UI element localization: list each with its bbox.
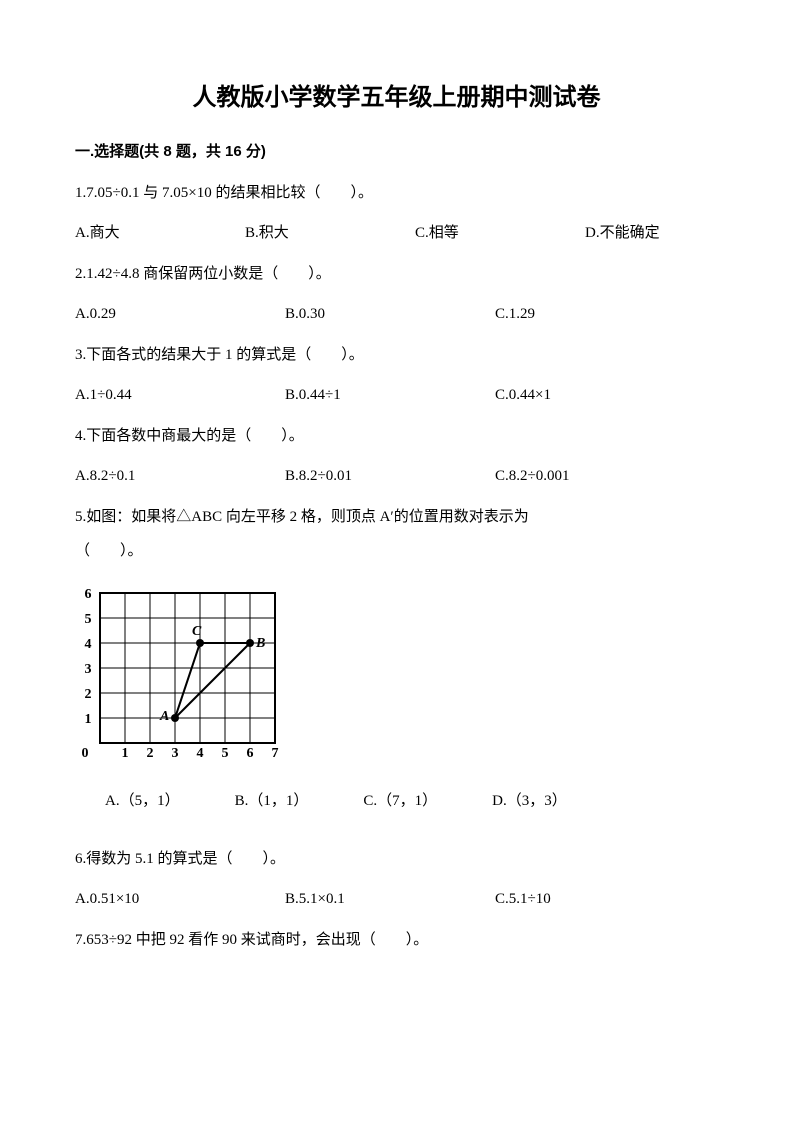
grid-svg: 0 1 2 3 4 5 6 7 1 2 3 4 5 6 A B C bbox=[75, 583, 285, 758]
question-5-text-line2: （ ）。 bbox=[75, 540, 718, 563]
svg-text:2: 2 bbox=[85, 687, 92, 702]
svg-text:0: 0 bbox=[82, 746, 89, 758]
question-6-options: A.0.51×10 B.5.1×0.1 C.5.1÷10 bbox=[75, 888, 718, 911]
q1-option-c: C.相等 bbox=[415, 222, 585, 245]
q6-option-b: B.5.1×0.1 bbox=[285, 888, 495, 911]
q2-option-c: C.1.29 bbox=[495, 303, 718, 326]
section-header-1: 一.选择题(共 8 题，共 16 分) bbox=[75, 141, 718, 164]
question-1-options: A.商大 B.积大 C.相等 D.不能确定 bbox=[75, 222, 718, 245]
q4-option-a: A.8.2÷0.1 bbox=[75, 465, 285, 488]
svg-text:3: 3 bbox=[85, 662, 92, 677]
question-1-text: 1.7.05÷0.1 与 7.05×10 的结果相比较（ ）。 bbox=[75, 182, 718, 205]
q6-option-a: A.0.51×10 bbox=[75, 888, 285, 911]
q4-option-c: C.8.2÷0.001 bbox=[495, 465, 718, 488]
svg-text:C: C bbox=[192, 624, 202, 639]
q4-option-b: B.8.2÷0.01 bbox=[285, 465, 495, 488]
svg-text:6: 6 bbox=[247, 746, 254, 758]
question-3-text: 3.下面各式的结果大于 1 的算式是（ ）。 bbox=[75, 344, 718, 367]
q3-option-b: B.0.44÷1 bbox=[285, 384, 495, 407]
question-6-text: 6.得数为 5.1 的算式是（ ）。 bbox=[75, 848, 718, 871]
svg-text:1: 1 bbox=[122, 746, 129, 758]
q5-option-d: D.（3，3） bbox=[492, 790, 567, 813]
svg-text:6: 6 bbox=[85, 587, 92, 602]
question-7-text: 7.653÷92 中把 92 看作 90 来试商时，会出现（ ）。 bbox=[75, 929, 718, 952]
question-2-text: 2.1.42÷4.8 商保留两位小数是（ ）。 bbox=[75, 263, 718, 286]
q1-option-a: A.商大 bbox=[75, 222, 245, 245]
svg-text:4: 4 bbox=[197, 746, 204, 758]
question-3-options: A.1÷0.44 B.0.44÷1 C.0.44×1 bbox=[75, 384, 718, 407]
q6-option-c: C.5.1÷10 bbox=[495, 888, 718, 911]
q5-option-b: B.（1，1） bbox=[235, 790, 309, 813]
question-5-text-line1: 5.如图：如果将△ABC 向左平移 2 格，则顶点 A′的位置用数对表示为 bbox=[75, 506, 718, 529]
question-4-options: A.8.2÷0.1 B.8.2÷0.01 C.8.2÷0.001 bbox=[75, 465, 718, 488]
svg-text:4: 4 bbox=[85, 637, 92, 652]
page-title: 人教版小学数学五年级上册期中测试卷 bbox=[75, 80, 718, 116]
svg-text:3: 3 bbox=[172, 746, 179, 758]
svg-text:B: B bbox=[255, 636, 265, 651]
q5-option-c: C.（7，1） bbox=[363, 790, 437, 813]
svg-text:5: 5 bbox=[85, 612, 92, 627]
q3-option-a: A.1÷0.44 bbox=[75, 384, 285, 407]
q3-option-c: C.0.44×1 bbox=[495, 384, 718, 407]
question-5-options: A.（5，1） B.（1，1） C.（7，1） D.（3，3） bbox=[105, 790, 718, 813]
q5-option-a: A.（5，1） bbox=[105, 790, 180, 813]
q2-option-b: B.0.30 bbox=[285, 303, 495, 326]
question-4-text: 4.下面各数中商最大的是（ ）。 bbox=[75, 425, 718, 448]
triangle-grid-chart: 0 1 2 3 4 5 6 7 1 2 3 4 5 6 A B C bbox=[75, 583, 718, 766]
q1-option-b: B.积大 bbox=[245, 222, 415, 245]
svg-text:1: 1 bbox=[85, 712, 92, 727]
q2-option-a: A.0.29 bbox=[75, 303, 285, 326]
svg-text:A: A bbox=[159, 709, 169, 724]
svg-text:5: 5 bbox=[222, 746, 229, 758]
q1-option-d: D.不能确定 bbox=[585, 222, 718, 245]
question-2-options: A.0.29 B.0.30 C.1.29 bbox=[75, 303, 718, 326]
svg-text:7: 7 bbox=[272, 746, 279, 758]
svg-text:2: 2 bbox=[147, 746, 154, 758]
